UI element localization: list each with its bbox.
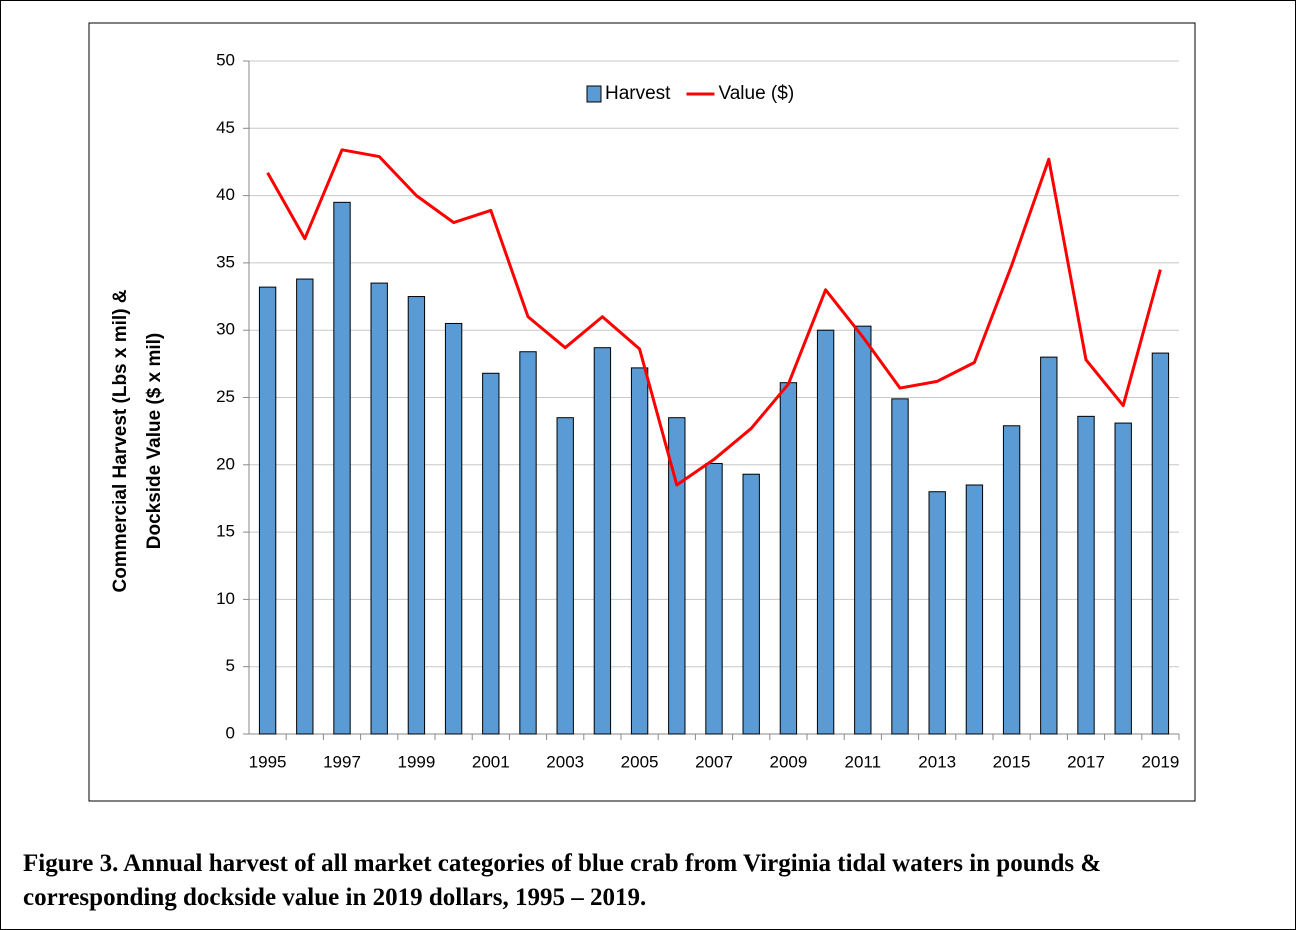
y-tick-label: 25: [216, 387, 235, 406]
y-tick-label: 5: [226, 656, 235, 675]
bar: [816, 329, 835, 735]
x-tick-label: 1995: [249, 752, 287, 771]
bar: [333, 201, 351, 735]
x-tick-label: 2001: [472, 752, 510, 771]
bar: [668, 417, 686, 735]
y-tick-label: 35: [216, 252, 235, 271]
x-tick-label: 2011: [845, 752, 882, 771]
bar: [444, 322, 463, 735]
y-tick-label: 0: [226, 723, 235, 742]
legend-label: Value ($): [718, 83, 794, 104]
bar: [519, 351, 537, 735]
bar: [630, 367, 649, 735]
y-tick-label: 15: [216, 522, 235, 541]
bar: [296, 278, 314, 735]
legend-swatch: [586, 85, 602, 103]
x-tick-label: 2019: [1141, 752, 1179, 771]
bar: [1151, 352, 1170, 735]
bar: [742, 473, 760, 735]
legend-label: Harvest: [605, 83, 671, 104]
y-axis-title: Dockside Value ($ x mil): [144, 333, 165, 549]
x-tick-label: 1999: [397, 752, 435, 771]
bar: [407, 296, 426, 735]
bar: [482, 372, 500, 735]
bar: [854, 325, 872, 735]
y-tick-label: 30: [216, 320, 235, 339]
bar: [370, 282, 388, 735]
x-tick-label: 2003: [546, 752, 584, 771]
x-tick-label: 2009: [769, 752, 807, 771]
y-tick-label: 20: [216, 454, 235, 473]
x-tick-label: 2017: [1067, 752, 1105, 771]
x-tick-label: 2015: [993, 752, 1031, 771]
bar: [1002, 425, 1021, 735]
y-tick-label: 45: [216, 118, 235, 137]
y-axis-title: Commercial Harvest (Lbs x mil) &: [110, 289, 131, 592]
chart-frame: [88, 22, 1196, 802]
line: [266, 148, 1162, 487]
bar: [258, 286, 277, 735]
bar: [556, 417, 574, 735]
y-tick-label: 50: [216, 50, 235, 69]
y-tick-label: 40: [216, 185, 235, 204]
caption: Figure 3. Annual harvest of all market c…: [23, 850, 1102, 911]
bar: [779, 382, 798, 735]
bar: [891, 398, 909, 735]
bar: [928, 491, 946, 735]
x-tick-label: 2013: [918, 752, 956, 771]
x-tick-label: 2007: [695, 752, 733, 771]
bar: [1040, 356, 1058, 735]
y-tick-label: 10: [216, 589, 235, 608]
x-tick-label: 2005: [621, 752, 659, 771]
bar: [593, 347, 612, 735]
x-tick-label: 1997: [323, 752, 361, 771]
chart: 0 5 10 15 20 25 30 35 40 45 50 Commercial Harvest (…: [88, 22, 1196, 802]
bar: [705, 462, 723, 735]
bar: [1114, 422, 1132, 735]
bar: [1077, 415, 1095, 735]
bar: [965, 484, 984, 735]
